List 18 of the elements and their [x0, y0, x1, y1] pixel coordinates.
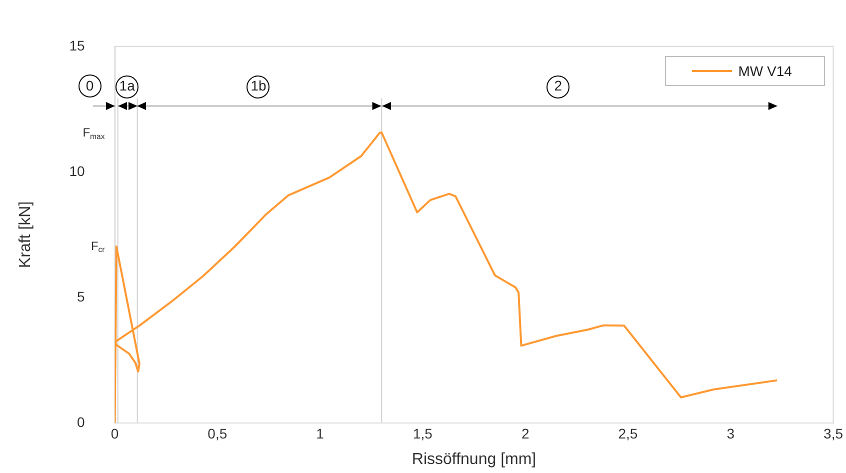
y-axis-title: Kraft [kN]: [17, 201, 34, 268]
x-tick-label: 2: [521, 425, 530, 442]
annotation: 1b: [250, 77, 266, 94]
y-tick-label: 5: [76, 288, 85, 304]
x-tick-label: 1,5: [412, 425, 433, 442]
x-tick-label: 0: [110, 425, 119, 442]
y-tick-label: 0: [76, 414, 85, 430]
annotation: 1a: [119, 77, 136, 94]
x-tick-label: 0,5: [208, 425, 228, 442]
legend-label: MW V14: [738, 63, 792, 80]
x-tick-label: 3,5: [824, 425, 844, 442]
x-tick-label: 2,5: [618, 425, 638, 442]
annotation: 2: [554, 77, 562, 94]
y-tick-label: 15: [69, 37, 85, 54]
y-tick-label: 10: [69, 162, 85, 179]
x-tick-label: 1: [316, 425, 324, 442]
x-axis-title: Rissöffnung [mm]: [412, 450, 536, 468]
x-tick-label: 3: [726, 425, 735, 442]
